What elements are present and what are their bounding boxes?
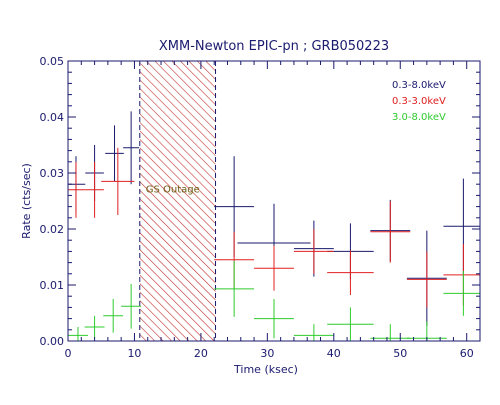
x-tick-label: 10 — [127, 347, 141, 360]
y-tick-label: 0.02 — [40, 223, 65, 236]
y-tick-label: 0.05 — [40, 55, 65, 68]
outage-label: GS Outage — [146, 185, 200, 196]
legend-entry: 0.3-3.0keV — [392, 96, 446, 107]
outage-region-layer: GS Outage — [139, 61, 217, 341]
x-axis-title: Time (ksec) — [233, 363, 298, 376]
chart-title: XMM-Newton EPIC-pn ; GRB050223 — [159, 39, 389, 54]
x-tick-label: 50 — [393, 347, 407, 360]
y-tick-label: 0.01 — [40, 279, 65, 292]
outage-hatched-region — [139, 61, 216, 341]
x-tick-label: 60 — [460, 347, 474, 360]
y-tick-label: 0.03 — [40, 167, 65, 180]
legend: 0.3-8.0keV 0.3-3.0keV 3.0-8.0keV — [392, 80, 446, 123]
y-tick-label: 0.04 — [40, 111, 65, 124]
series-layer — [68, 111, 480, 341]
x-tick-label: 0 — [65, 347, 72, 360]
y-axis-title: Rate (cts/sec) — [20, 163, 33, 239]
axes-layer: 0 10 20 30 40 50 60 0.00 0.01 0.02 0.03 0.04 0.05 — [40, 55, 481, 360]
x-tick-label: 40 — [327, 347, 341, 360]
plot-frame — [67, 60, 481, 342]
series-0.3-3.0keV — [68, 147, 480, 308]
x-tick-label: 30 — [260, 347, 274, 360]
legend-entry: 0.3-8.0keV — [392, 80, 446, 91]
y-tick-label: 0.00 — [40, 335, 65, 348]
legend-entry: 3.0-8.0keV — [392, 112, 446, 123]
series-0.3-8.0keV — [68, 111, 480, 326]
x-tick-label: 20 — [194, 347, 208, 360]
